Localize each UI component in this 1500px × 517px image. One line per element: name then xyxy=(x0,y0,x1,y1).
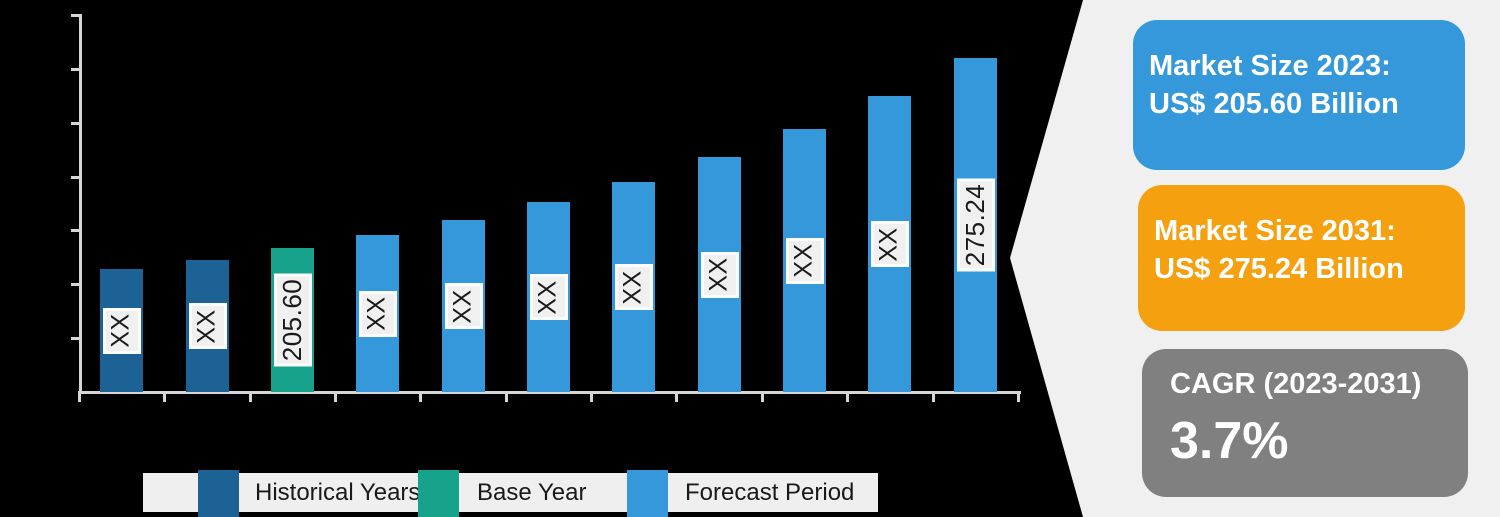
card-title: Market Size 2023: xyxy=(1149,50,1391,82)
x-axis-tick xyxy=(761,391,764,402)
bar-value-label: 205.60 xyxy=(273,273,312,367)
x-axis-tick xyxy=(590,391,593,402)
bar-1: XX xyxy=(100,269,143,392)
bar-2: XX xyxy=(186,260,229,392)
y-axis-tick xyxy=(71,337,80,340)
y-axis-line xyxy=(79,14,82,394)
bar-3: 205.60 xyxy=(271,248,314,392)
y-axis-tick xyxy=(71,229,80,232)
bar-11: 275.24 xyxy=(954,58,997,392)
x-axis-tick xyxy=(334,391,337,402)
y-axis-tick xyxy=(71,68,80,71)
bar-9: XX xyxy=(783,129,826,392)
bar-value-label: XX xyxy=(870,221,909,267)
bar-8: XX xyxy=(698,157,741,392)
x-axis-tick xyxy=(505,391,508,402)
legend-label-base: Base Year xyxy=(477,479,587,506)
x-axis-tick xyxy=(1017,391,1020,402)
y-axis-tick xyxy=(71,176,80,179)
bar-value-label: XX xyxy=(785,237,824,284)
card-title: Market Size 2031: xyxy=(1154,215,1396,247)
card-value: US$ 205.60 Billion xyxy=(1149,88,1399,120)
bar-value-label: XX xyxy=(188,303,227,349)
y-axis-tick xyxy=(71,283,80,286)
bar-10: XX xyxy=(868,96,911,392)
x-axis-tick xyxy=(78,391,81,402)
x-axis-tick xyxy=(163,391,166,402)
market-size-2023-card: Market Size 2023: US$ 205.60 Billion xyxy=(1133,20,1465,170)
market-size-2031-card: Market Size 2031: US$ 275.24 Billion xyxy=(1138,185,1465,331)
card-value: US$ 275.24 Billion xyxy=(1154,253,1404,285)
x-axis-tick xyxy=(419,391,422,402)
bar-value-label: XX xyxy=(700,251,739,298)
x-axis-tick xyxy=(846,391,849,402)
bar-value-label: XX xyxy=(614,264,653,310)
bar-value-label: XX xyxy=(358,290,397,337)
legend-swatch-historical xyxy=(198,470,239,517)
legend-strip xyxy=(143,473,878,512)
bar-5: XX xyxy=(442,220,485,392)
legend-label-forecast: Forecast Period xyxy=(685,479,855,506)
legend-swatch-forecast xyxy=(627,470,668,517)
x-axis-tick xyxy=(249,391,252,402)
y-axis-tick xyxy=(71,14,80,17)
cagr-card: CAGR (2023-2031) 3.7% xyxy=(1142,349,1468,497)
legend-swatch-base xyxy=(418,470,459,517)
card-value: 3.7% xyxy=(1170,412,1289,470)
bar-6: XX xyxy=(527,202,570,392)
bar-7: XX xyxy=(612,182,655,392)
bar-value-label: 275.24 xyxy=(956,178,995,272)
card-title: CAGR (2023-2031) xyxy=(1170,368,1422,400)
x-axis-tick xyxy=(932,391,935,402)
x-axis-line xyxy=(78,391,1021,394)
bar-value-label: XX xyxy=(102,307,141,354)
legend-label-historical: Historical Years xyxy=(255,479,421,506)
y-axis-tick xyxy=(71,122,80,125)
bar-4: XX xyxy=(356,235,399,392)
bar-value-label: XX xyxy=(444,283,483,329)
x-axis-tick xyxy=(675,391,678,402)
bar-value-label: XX xyxy=(529,274,568,320)
